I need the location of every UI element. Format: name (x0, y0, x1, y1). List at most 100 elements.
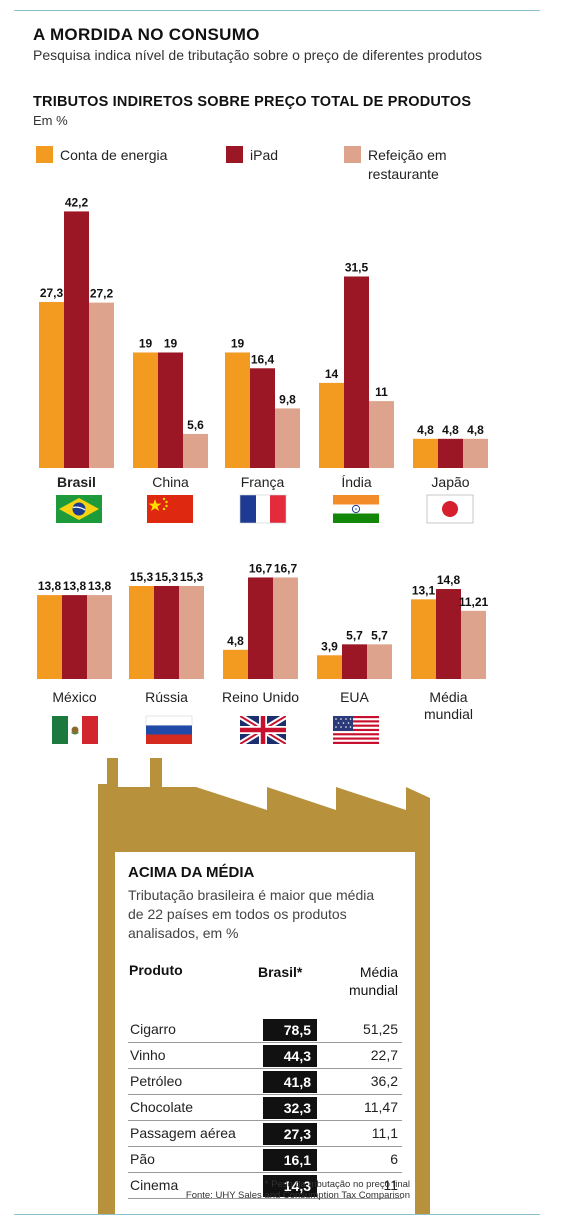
chart-title: TRIBUTOS INDIRETOS SOBRE PREÇO TOTAL DE … (33, 94, 472, 110)
bar-eua-ipad (342, 644, 367, 679)
table-cell-brasil: 14,3 (263, 1175, 317, 1197)
bar-índia-energia (319, 382, 344, 468)
table-cell-brasil: 16,1 (263, 1149, 317, 1171)
data-label-frança-energia: 19 (231, 336, 245, 350)
data-label-reino-unido-energia: 4,8 (227, 634, 244, 648)
bottom-rule (14, 1214, 540, 1215)
data-label-média-mundial-ipad: 14,8 (437, 573, 461, 587)
data-label-frança-ipad: 16,4 (251, 352, 275, 366)
category-label-média-mundial-1: mundial (424, 706, 473, 722)
footnote: * Peso da tributação no preço final (264, 1179, 410, 1190)
chart-unit: Em % (33, 113, 68, 128)
table-cell-media: 11,1 (371, 1125, 398, 1141)
data-label-rússia-ipad: 15,3 (155, 570, 179, 584)
category-label-média-mundial-0: Média (429, 689, 467, 705)
bar-frança-ipad (250, 368, 275, 468)
bar-média-mundial-ipad (436, 589, 461, 679)
table-row-divider (128, 1172, 402, 1173)
legend-swatch-refeicao (344, 146, 361, 163)
data-label-japão-energia: 4,8 (417, 423, 434, 437)
table-cell-media: 22,7 (370, 1047, 398, 1063)
data-label-japão-ipad: 4,8 (442, 423, 459, 437)
category-label-china: China (152, 474, 189, 490)
data-label-índia-energia: 14 (325, 367, 339, 381)
category-label-brasil: Brasil (57, 474, 96, 490)
bar-japão-energia (413, 438, 438, 468)
bar-média-mundial-energia (411, 599, 436, 679)
bar-rússia-refeicao (179, 585, 204, 679)
mexico-flag (52, 716, 98, 744)
chart-1: 27,3 42,2 27,2 Brasil 19 19 5,6 China 19 16,4 9,8 F… (39, 195, 488, 490)
category-label-frança: França (241, 474, 285, 490)
data-label-reino-unido-ipad: 16,7 (249, 561, 273, 575)
data-label-eua-energia: 3,9 (321, 639, 338, 653)
india-flag (333, 495, 379, 523)
table-cell-brasil: 44,3 (263, 1045, 317, 1067)
data-label-méxico-refeicao: 13,8 (88, 579, 112, 593)
table-cell-produto: Vinho (130, 1047, 166, 1063)
page-subtitle: Pesquisa indica nível de tributação sobr… (33, 47, 483, 63)
table-title: ACIMA DA MÉDIA (128, 864, 255, 881)
data-label-média-mundial-refeicao: 11,21 (459, 595, 489, 609)
category-label-reino-unido: Reino Unido (222, 689, 299, 705)
legend-label-ipad: iPad (250, 147, 279, 163)
table-row-divider (128, 1146, 402, 1147)
table-cell-produto: Chocolate (130, 1099, 194, 1115)
data-label-índia-ipad: 31,5 (345, 260, 369, 274)
data-label-eua-ipad: 5,7 (346, 628, 363, 642)
bar-japão-refeicao (463, 438, 488, 468)
bar-eua-refeicao (367, 644, 392, 679)
bar-índia-ipad (344, 276, 369, 468)
legend-label-energia: Conta de energia (60, 147, 168, 163)
data-label-china-energia: 19 (139, 336, 153, 350)
bar-brasil-refeicao (89, 302, 114, 468)
data-label-brasil-refeicao: 27,2 (90, 287, 114, 301)
bar-rússia-energia (129, 585, 154, 679)
russia-flag (145, 715, 193, 744)
top-rule (14, 10, 540, 11)
table-cell-brasil: 78,5 (263, 1019, 317, 1041)
bar-frança-refeicao (275, 408, 300, 468)
bar-brasil-ipad (64, 211, 89, 468)
bar-média-mundial-refeicao (461, 610, 486, 679)
table-row-divider (128, 1068, 402, 1069)
bar-brasil-energia (39, 302, 64, 468)
bar-méxico-ipad (62, 595, 87, 679)
data-label-eua-refeicao: 5,7 (371, 628, 388, 642)
data-label-rússia-energia: 15,3 (130, 570, 154, 584)
bar-frança-energia (225, 352, 250, 468)
data-label-frança-refeicao: 9,8 (279, 392, 296, 406)
bar-méxico-refeicao (87, 595, 112, 679)
col-header-produto: Produto (129, 962, 183, 978)
japan-flag (426, 494, 474, 524)
col-header-media: Média mundial (348, 964, 398, 998)
table-cell-media: 11 (383, 1177, 398, 1193)
data-label-rússia-refeicao: 15,3 (180, 570, 204, 584)
table-row-divider (128, 1198, 402, 1199)
table-cell-produto: Cigarro (130, 1021, 176, 1037)
table-cell-brasil: 27,3 (263, 1123, 317, 1145)
uk-flag (240, 716, 286, 744)
table-cell-media: 11,47 (364, 1099, 398, 1115)
bar-china-ipad (158, 352, 183, 468)
table-row-divider (128, 1042, 402, 1043)
table-row-divider (128, 1120, 402, 1121)
bar-japão-ipad (438, 438, 463, 468)
data-label-japão-refeicao: 4,8 (467, 423, 484, 437)
legend-swatch-energia (36, 146, 53, 163)
table-cell-media: 6 (390, 1151, 398, 1167)
bar-reino-unido-energia (223, 649, 248, 679)
data-label-brasil-energia: 27,3 (40, 286, 64, 300)
data-label-china-refeicao: 5,6 (187, 418, 204, 432)
data-label-média-mundial-energia: 13,1 (412, 583, 436, 597)
data-label-china-ipad: 19 (164, 336, 178, 350)
data-label-méxico-energia: 13,8 (38, 579, 62, 593)
table-cell-produto: Pão (130, 1151, 155, 1167)
bar-reino-unido-refeicao (273, 577, 298, 679)
table-cell-produto: Passagem aérea (130, 1125, 236, 1141)
category-label-méxico: México (52, 689, 97, 705)
table-cell-brasil: 32,3 (263, 1097, 317, 1119)
bar-índia-refeicao (369, 401, 394, 468)
table-cell-produto: Petróleo (130, 1073, 183, 1089)
